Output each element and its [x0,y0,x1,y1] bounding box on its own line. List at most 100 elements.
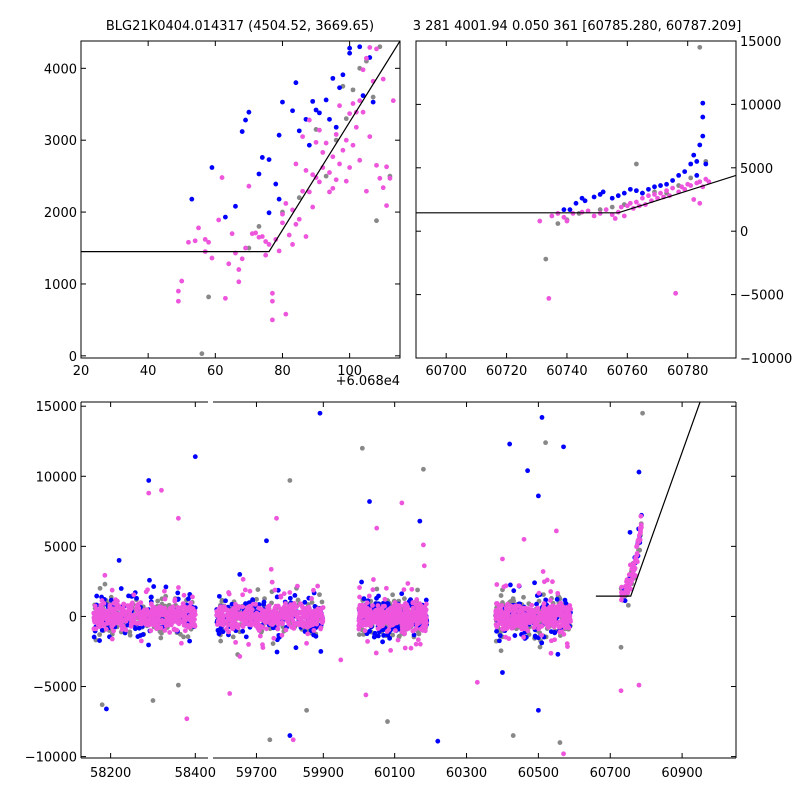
magenta-point [178,640,184,646]
magenta-point [246,642,251,647]
magenta-point [356,606,362,611]
magenta-point [365,618,370,623]
magenta-point [531,610,536,616]
magenta-point [552,609,557,615]
blue-point [261,602,266,607]
blue-outlier-point [104,706,109,712]
blue-point [670,178,676,183]
magenta-outlier-point [421,542,426,548]
magenta-point [184,616,190,622]
blue-point [694,173,700,178]
magenta-point [619,584,625,590]
magenta-point [387,618,392,624]
magenta-point [93,626,99,632]
blue-outlier-point [417,518,423,524]
magenta-point [157,604,163,610]
magenta-point [540,609,546,615]
grey-point [498,648,504,654]
blue-outlier-point [539,415,545,420]
model-line [81,41,400,253]
blue-point [582,198,588,204]
magenta-point [314,621,320,627]
blue-point [555,651,561,657]
grey-point [97,585,103,591]
magenta-point [370,616,375,622]
magenta-point [563,612,569,617]
blue-point [697,142,703,148]
magenta-point [317,612,323,618]
magenta-point [286,621,292,627]
blue-point [333,124,339,130]
magenta-point [300,134,306,140]
magenta-point [564,218,570,224]
blue-outlier-point [535,707,541,713]
magenta-point [417,641,423,647]
magenta-point [282,601,288,606]
magenta-point [389,608,395,614]
magenta-point [206,239,212,245]
blue-point [290,108,295,114]
grey-outlier-point [267,737,273,743]
x-tick-label: 60100 [374,766,415,781]
x-tick-label: 58400 [175,766,216,781]
magenta-point [143,589,149,595]
magenta-point [597,211,603,216]
magenta-point [236,279,242,285]
magenta-point [180,601,186,606]
magenta-point [174,627,180,633]
magenta-point [362,628,368,634]
magenta-point [356,626,362,632]
blue-point [682,169,688,175]
magenta-point [366,593,372,599]
magenta-point [546,617,552,623]
magenta-point [382,603,387,609]
grey-point [374,218,379,224]
magenta-point [175,616,181,622]
magenta-point [176,585,181,590]
magenta-point [498,607,504,613]
magenta-point [111,628,116,634]
magenta-point [103,626,109,632]
blue-point [361,596,367,602]
magenta-point [135,602,141,607]
magenta-outlier-point [290,737,296,743]
magenta-point [501,584,507,590]
blue-point [175,590,181,596]
magenta-point [408,645,414,651]
magenta-point [114,620,119,626]
magenta-point [162,610,168,616]
grey-point [625,602,631,608]
blue-point [512,633,518,638]
magenta-point [638,513,644,519]
grey-point [199,351,205,357]
blue-point [652,184,657,190]
magenta-point [100,606,105,612]
magenta-point [370,603,375,608]
magenta-point [420,628,426,633]
magenta-point [280,211,285,217]
magenta-point [370,587,376,593]
magenta-point [278,594,284,600]
magenta-point [347,165,353,170]
blue-point [567,207,573,213]
magenta-point [235,625,241,631]
magenta-point [192,623,198,629]
magenta-point [555,590,561,596]
magenta-point [264,626,269,632]
magenta-point [148,628,154,634]
magenta-point [240,623,246,629]
magenta-point [109,636,115,642]
magenta-point [627,562,633,568]
magenta-point [410,605,416,611]
magenta-point [248,607,254,613]
blue-outlier-point [287,733,293,738]
y-tick-label: 15000 [740,35,781,50]
blue-point [266,210,272,216]
magenta-point [367,45,373,50]
blue-outlier-point [367,499,372,504]
magenta-point [306,117,312,123]
magenta-point [259,612,264,617]
blue-point [311,632,316,638]
magenta-point [384,629,390,634]
